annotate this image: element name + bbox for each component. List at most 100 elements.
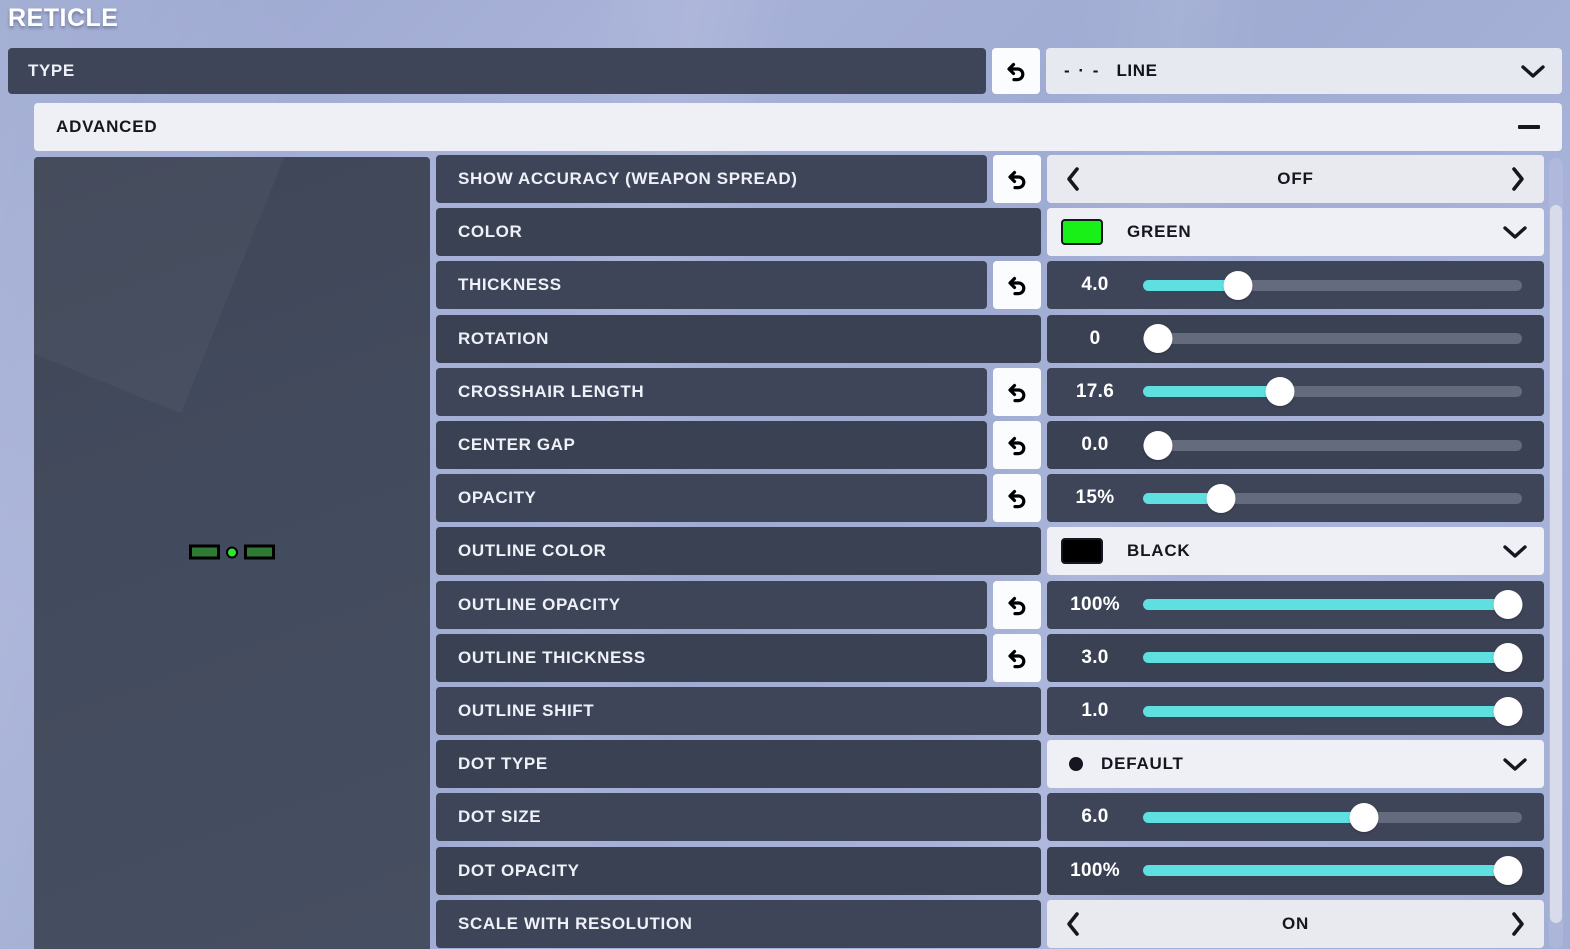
setting-row: DOT SIZE 6.0 xyxy=(436,793,1544,842)
setting-row: ROTATION 0 xyxy=(436,314,1544,363)
chevron-left-icon[interactable] xyxy=(1065,166,1081,192)
setting-label: SCALE WITH RESOLUTION xyxy=(436,899,1041,948)
reset-type-button[interactable] xyxy=(992,48,1040,94)
scrollbar-thumb[interactable] xyxy=(1550,205,1562,923)
dot-type-dropdown[interactable]: DEFAULT xyxy=(1047,740,1544,789)
slider-knob[interactable] xyxy=(1143,430,1172,460)
minus-icon[interactable] xyxy=(1518,125,1540,129)
toggle-value: OFF xyxy=(1277,169,1314,188)
setting-row: OUTLINE SHIFT 1.0 xyxy=(436,687,1544,735)
slider-fill xyxy=(1143,652,1522,664)
reticle-type-value: LINE xyxy=(1116,61,1158,80)
setting-label: OUTLINE SHIFT xyxy=(436,687,1041,735)
slider-track[interactable] xyxy=(1143,261,1522,309)
slider-value: 0.0 xyxy=(1081,434,1109,455)
setting-label: CROSSHAIR LENGTH xyxy=(436,367,987,416)
color-dropdown[interactable]: GREEN xyxy=(1047,208,1544,257)
setting-row: OPACITY 15% xyxy=(436,474,1544,523)
slider-track-bg xyxy=(1143,279,1522,291)
reset-setting-button[interactable] xyxy=(993,155,1041,203)
setting-label: DOT OPACITY xyxy=(436,846,1041,895)
slider-knob[interactable] xyxy=(1223,270,1253,300)
setting-label: DOT SIZE xyxy=(436,793,1041,842)
crosshair-preview xyxy=(189,544,275,560)
setting-row: OUTLINE THICKNESS 3.0 xyxy=(436,633,1544,682)
slider-value: 4.0 xyxy=(1081,274,1109,296)
setting-label: CENTER GAP xyxy=(436,421,987,469)
slider-value: 0 xyxy=(1089,327,1101,349)
settings-rows: SHOW ACCURACY (WEAPON SPREAD) OFF COLOR GRE… xyxy=(436,155,1544,949)
slider-knob[interactable] xyxy=(1493,643,1522,673)
slider-track[interactable] xyxy=(1143,634,1522,682)
setting-label: OUTLINE THICKNESS xyxy=(436,633,987,682)
setting-label: OUTLINE COLOR xyxy=(436,527,1041,576)
color-dropdown[interactable]: BLACK xyxy=(1047,527,1544,576)
setting-label: SHOW ACCURACY (WEAPON SPREAD) xyxy=(436,155,987,203)
slider-value: 1.0 xyxy=(1081,700,1109,721)
slider-knob[interactable] xyxy=(1206,483,1235,513)
slider-track[interactable] xyxy=(1143,687,1522,735)
undo-icon xyxy=(1007,62,1025,82)
slider-control: 100% xyxy=(1047,580,1544,629)
slider-track[interactable] xyxy=(1143,793,1522,841)
crosshair-bar-left xyxy=(189,544,220,560)
reset-setting-button[interactable] xyxy=(993,580,1041,629)
reset-setting-button[interactable] xyxy=(993,261,1041,310)
slider-knob[interactable] xyxy=(1493,590,1522,620)
color-swatch xyxy=(1061,538,1103,565)
slider-fill xyxy=(1143,865,1522,877)
crosshair-preview-panel xyxy=(34,157,430,949)
chevron-right-icon[interactable] xyxy=(1510,911,1526,937)
slider-fill xyxy=(1143,492,1212,504)
slider-knob[interactable] xyxy=(1265,377,1295,407)
setting-row: CENTER GAP 0.0 xyxy=(436,421,1544,469)
slider-control: 100% xyxy=(1047,846,1544,895)
slider-fill xyxy=(1143,386,1276,398)
undo-icon xyxy=(1008,649,1026,668)
setting-label: THICKNESS xyxy=(436,261,987,310)
setting-row: OUTLINE OPACITY 100% xyxy=(436,580,1544,629)
reset-setting-button[interactable] xyxy=(993,633,1041,682)
type-row: TYPE - · - LINE xyxy=(8,48,1562,94)
chevron-left-icon[interactable] xyxy=(1065,911,1081,937)
slider-track-bg xyxy=(1143,333,1522,345)
reticle-type-dropdown[interactable]: - · - LINE xyxy=(1046,48,1562,94)
slider-track[interactable] xyxy=(1143,847,1522,895)
undo-icon xyxy=(1008,490,1026,509)
chevron-down-icon xyxy=(1520,63,1546,79)
setting-row: OUTLINE COLOR BLACK xyxy=(436,527,1544,576)
slider-knob[interactable] xyxy=(1493,856,1522,886)
setting-label: ROTATION xyxy=(436,314,1041,363)
toggle-control[interactable]: OFF xyxy=(1047,155,1544,203)
toggle-control[interactable]: ON xyxy=(1047,899,1544,948)
slider-knob[interactable] xyxy=(1349,802,1379,832)
crosshair-bar-right xyxy=(244,544,275,560)
slider-value: 15% xyxy=(1075,487,1115,509)
slider-track[interactable] xyxy=(1143,368,1522,416)
chevron-right-icon[interactable] xyxy=(1510,166,1526,192)
advanced-section-header[interactable]: ADVANCED xyxy=(34,103,1562,151)
slider-knob[interactable] xyxy=(1493,696,1522,726)
slider-track[interactable] xyxy=(1143,421,1522,469)
slider-track-bg xyxy=(1143,439,1522,451)
slider-knob[interactable] xyxy=(1143,324,1172,354)
slider-track[interactable] xyxy=(1143,315,1522,363)
advanced-label: ADVANCED xyxy=(56,117,158,136)
reset-setting-button[interactable] xyxy=(993,367,1041,416)
slider-track[interactable] xyxy=(1143,474,1522,522)
slider-value: 17.6 xyxy=(1075,380,1115,402)
undo-icon xyxy=(1008,596,1026,615)
slider-track[interactable] xyxy=(1143,581,1522,629)
slider-value: 100% xyxy=(1070,593,1120,615)
slider-fill xyxy=(1143,279,1231,291)
slider-value: 6.0 xyxy=(1081,806,1109,828)
chevron-down-icon xyxy=(1502,756,1528,772)
undo-icon xyxy=(1008,383,1026,402)
color-value: BLACK xyxy=(1127,541,1191,561)
toggle-value: ON xyxy=(1281,913,1310,933)
setting-label: COLOR xyxy=(436,208,1041,257)
line-preview-glyph: - · - xyxy=(1064,61,1101,80)
reset-setting-button[interactable] xyxy=(993,474,1041,523)
reset-setting-button[interactable] xyxy=(993,421,1041,469)
